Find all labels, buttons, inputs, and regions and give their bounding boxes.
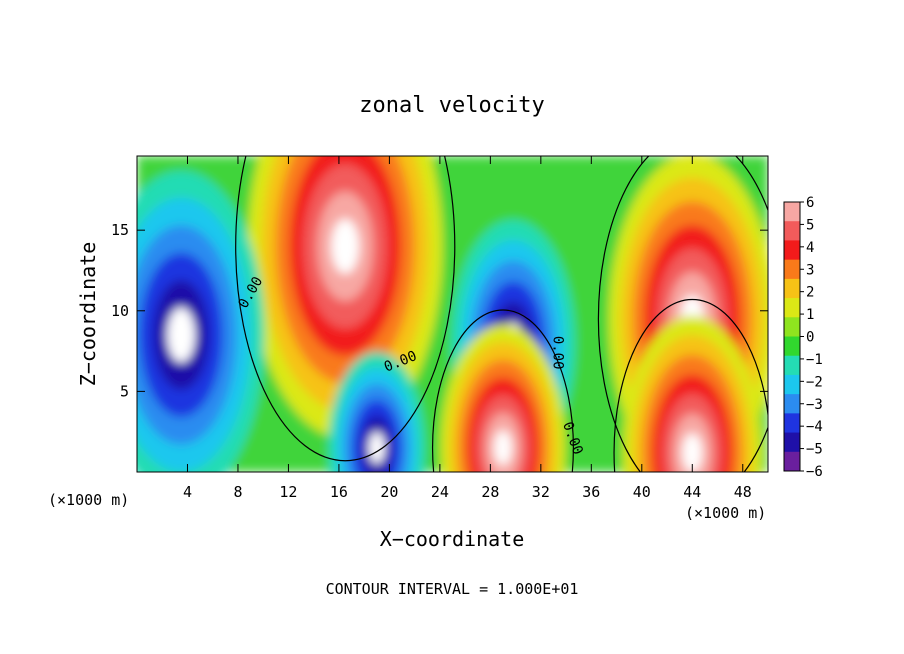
contour-interval-note: CONTOUR INTERVAL = 1.000E+01 <box>326 580 579 598</box>
colorbar-swatch <box>784 278 800 299</box>
x-unit-right: (×1000 m) <box>685 504 766 522</box>
x-axis: 4 8 12 16 20 24 28 32 36 40 44 48 <box>183 156 752 501</box>
colorbar-label: 1 <box>806 307 814 323</box>
y-axis-label: Z−coordinate <box>76 242 100 387</box>
colorbar-swatch <box>784 413 800 434</box>
x-tick-label: 44 <box>683 483 701 501</box>
y-tick-label: 15 <box>111 221 129 239</box>
x-tick-label: 28 <box>481 483 499 501</box>
contour-label: 0.00 <box>549 336 565 370</box>
colorbar-label: 5 <box>806 217 814 233</box>
x-tick-label: 32 <box>532 483 550 501</box>
colorbar-label: 6 <box>806 195 814 211</box>
colorbar-swatch <box>784 202 800 222</box>
y-tick-label: 5 <box>120 382 129 400</box>
heatmap-field <box>137 156 768 472</box>
y-axis: 5 10 15 <box>111 221 768 400</box>
colorbar-label: −4 <box>806 419 823 435</box>
colorbar-swatch <box>784 432 800 453</box>
colorbar-swatch <box>784 240 800 261</box>
x-tick-label: 24 <box>431 483 449 501</box>
x-axis-label: X−coordinate <box>380 527 525 551</box>
colorbar-swatch <box>784 298 800 318</box>
x-tick-label: 4 <box>183 483 192 501</box>
y-tick-label: 10 <box>111 302 129 320</box>
x-tick-label: 8 <box>233 483 242 501</box>
colorbar-label: 0 <box>806 330 814 346</box>
x-unit-left: (×1000 m) <box>48 491 129 509</box>
colorbar-swatch <box>784 259 800 280</box>
contour-line <box>597 156 768 472</box>
colorbar: 6 5 4 3 2 1 0 −1 −2 −3 −4 −5 −6 <box>783 195 823 480</box>
colorbar-swatch <box>784 317 800 337</box>
contour-line <box>235 156 456 462</box>
plot-frame <box>136 155 769 473</box>
colorbar-swatch <box>784 355 800 376</box>
colorbar-label: 3 <box>806 262 814 278</box>
x-tick-label: 36 <box>582 483 600 501</box>
colorbar-swatch <box>784 374 800 395</box>
zero-contour-lines <box>235 156 768 472</box>
colorbar-swatch <box>784 221 800 241</box>
colorbar-label: −2 <box>806 374 823 390</box>
colorbar-label: −6 <box>806 464 823 480</box>
chart-title: zonal velocity <box>359 93 544 118</box>
colorbar-swatch <box>784 336 800 357</box>
colorbar-label: 2 <box>806 285 814 301</box>
colorbar-label: −3 <box>806 397 823 413</box>
colorbar-label: −5 <box>806 442 823 458</box>
x-tick-label: 16 <box>330 483 348 501</box>
x-tick-label: 20 <box>380 483 398 501</box>
colorbar-swatch <box>784 394 800 414</box>
x-tick-label: 12 <box>279 483 297 501</box>
contour-line <box>613 298 768 472</box>
colorbar-label: 4 <box>806 240 814 256</box>
x-tick-label: 48 <box>734 483 752 501</box>
colorbar-swatch <box>784 451 800 472</box>
contour-line <box>431 309 574 472</box>
colorbar-label: −1 <box>806 352 823 368</box>
x-tick-label: 40 <box>633 483 651 501</box>
